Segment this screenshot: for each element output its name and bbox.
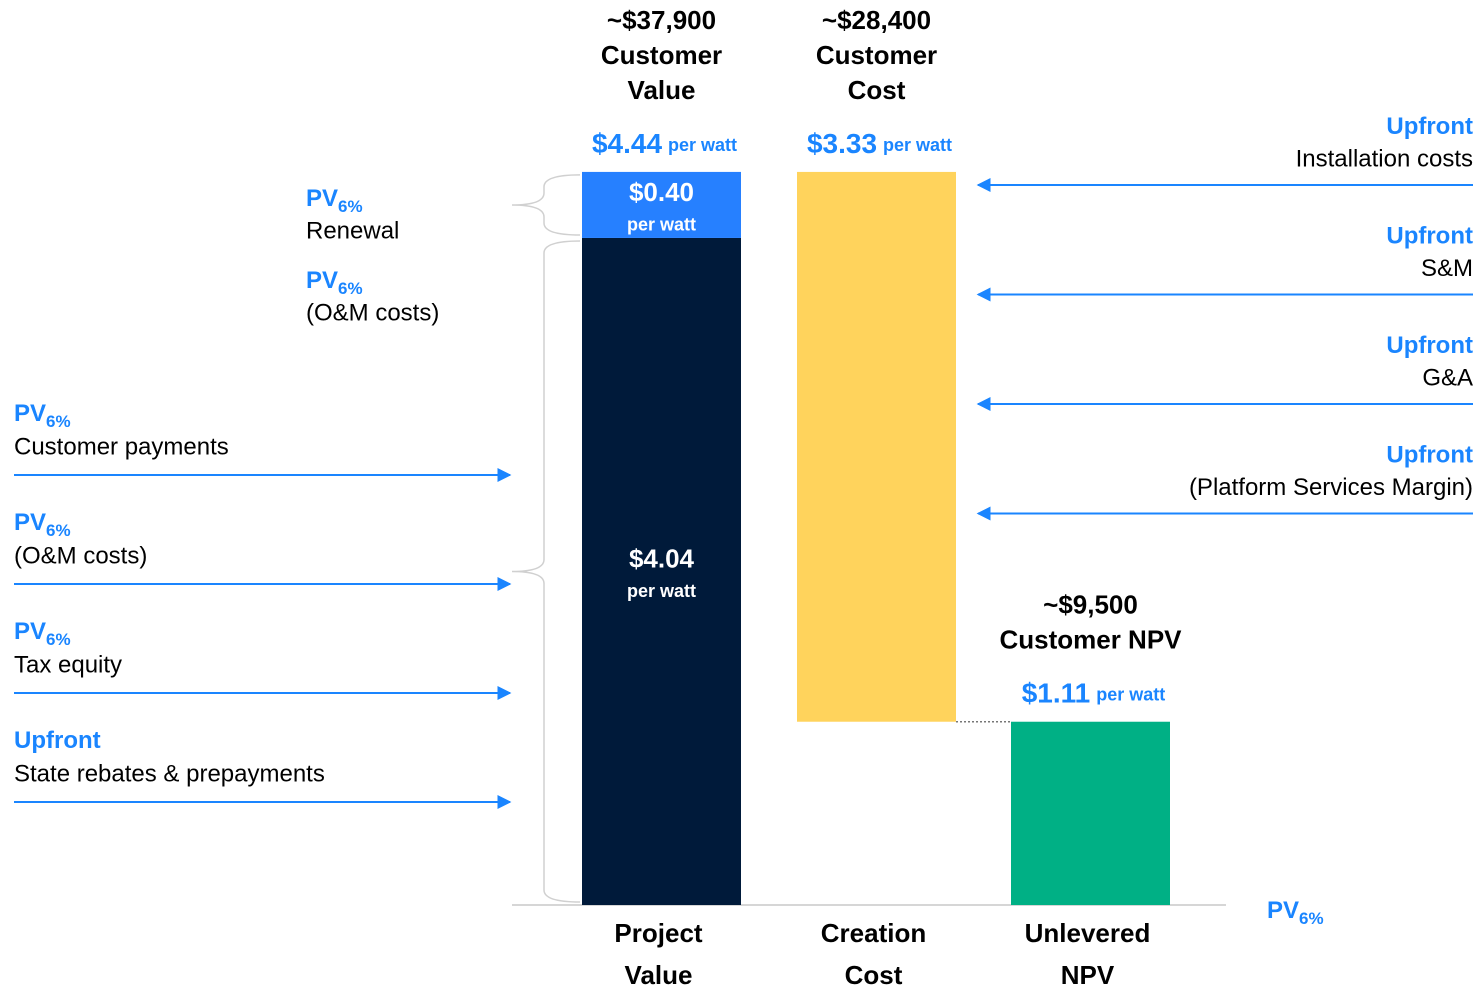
total-label: $3.33 per watt [807, 128, 952, 159]
tag-sub: 6% [46, 521, 71, 540]
annotation-tag: PV6% [1267, 897, 1324, 928]
tag-sub: 6% [46, 630, 71, 649]
total-unit: per watt [1096, 684, 1165, 704]
tag: Upfront [1386, 442, 1473, 469]
annotation-text: (O&M costs) [14, 542, 147, 569]
tag-sub: 6% [46, 412, 71, 431]
total-value: $4.44 [592, 128, 662, 159]
bar-header: ~$37,900 [607, 5, 716, 35]
bar [797, 171, 956, 722]
tag: Upfront [1386, 223, 1473, 250]
total-label: $4.44 per watt [592, 128, 737, 159]
total-unit: per watt [883, 135, 952, 155]
tag-sub: 6% [338, 279, 363, 298]
bar-header: Cost [848, 75, 906, 105]
annotation-text: Tax equity [14, 651, 122, 678]
segment-unit: per watt [627, 581, 696, 601]
annotation-tag: Upfront [14, 727, 101, 754]
tag: PV [14, 509, 46, 536]
annotation-tag: PV6% [14, 509, 71, 540]
tag: Upfront [1386, 332, 1473, 359]
tag: Upfront [14, 727, 101, 754]
total-label: $1.11 per watt [1022, 678, 1166, 709]
annotation-tag: Upfront [1386, 442, 1473, 469]
tag: PV [306, 185, 338, 212]
annotation-tag: Upfront [1386, 223, 1473, 250]
x-tick-label: Creation [821, 918, 926, 948]
annotation-text: (O&M costs) [306, 299, 439, 326]
annotation-tag: PV6% [306, 267, 363, 298]
annotation-tag: PV6% [306, 185, 363, 216]
total-value: $1.11 [1022, 678, 1091, 709]
tag: PV [1267, 897, 1299, 924]
total-value: $3.33 [807, 128, 877, 159]
annotation-text: S&M [1421, 255, 1473, 282]
tag: PV [14, 618, 46, 645]
brace [511, 174, 581, 236]
x-tick-label: Value [625, 960, 693, 990]
annotation-tag: Upfront [1386, 332, 1473, 359]
bar-header: ~$28,400 [822, 5, 931, 35]
annotation-text: Installation costs [1296, 145, 1473, 172]
annotation-text: Customer payments [14, 433, 229, 460]
tag: PV [14, 400, 46, 427]
annotation-text: (Platform Services Margin) [1189, 474, 1473, 501]
annotation-tag: Upfront [1386, 113, 1473, 140]
bar-segment [582, 237, 741, 905]
brace [511, 240, 581, 903]
bar-header: Customer [816, 40, 937, 70]
bar-header: Value [628, 75, 696, 105]
bar-header: ~$9,500 [1043, 590, 1138, 620]
bar [1011, 721, 1170, 905]
bar-segment [582, 171, 741, 238]
segment-label: $0.40 [629, 177, 694, 207]
x-tick-label: Unlevered [1025, 918, 1151, 948]
annotation-tag: PV6% [14, 400, 71, 431]
x-tick-label: Project [614, 918, 702, 948]
x-tick-label: NPV [1061, 960, 1115, 990]
annotation-text: G&A [1422, 364, 1473, 391]
annotation-text: Renewal [306, 217, 399, 244]
segment-unit: per watt [627, 215, 696, 235]
bar-header: Customer NPV [999, 625, 1182, 655]
bar-header: Customer [601, 40, 722, 70]
x-tick-label: Cost [845, 960, 903, 990]
tag: Upfront [1386, 113, 1473, 140]
annotation-tag: PV6% [14, 618, 71, 649]
annotation-text: State rebates & prepayments [14, 760, 325, 787]
tag-sub: 6% [1299, 909, 1324, 928]
tag: PV [306, 267, 338, 294]
tag-sub: 6% [338, 197, 363, 216]
total-unit: per watt [668, 135, 737, 155]
segment-label: $4.04 [629, 543, 695, 573]
